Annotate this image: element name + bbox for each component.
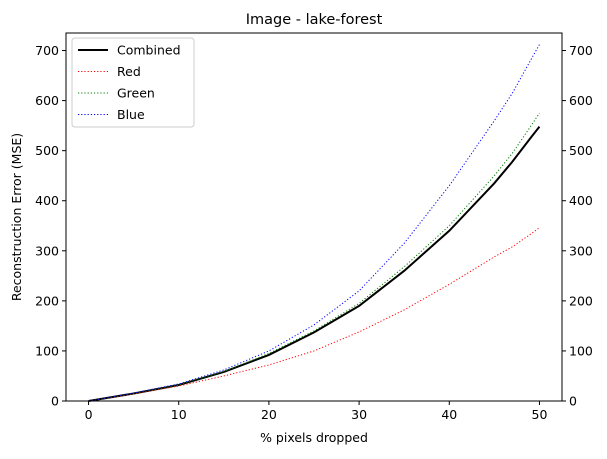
x-tick-label: 20 <box>261 407 277 422</box>
y-tick-label-left: 500 <box>35 143 59 158</box>
y-axis-left: 0 100 200 300 400 500 600 700 <box>35 43 66 409</box>
legend-box <box>71 37 195 128</box>
y-tick-label-left: 100 <box>35 343 59 358</box>
series-line-green <box>88 112 540 402</box>
y-tick-label-right: 300 <box>569 243 593 258</box>
y-tick-label-right: 0 <box>569 394 577 409</box>
y-tick-label-right: 500 <box>569 143 593 158</box>
x-tick-label: 0 <box>85 407 93 422</box>
series-line-blue <box>88 44 540 402</box>
x-tick-label: 50 <box>532 407 548 422</box>
y-tick-label-right: 100 <box>569 343 593 358</box>
y-tick-label-left: 300 <box>35 243 59 258</box>
y-tick-label-right: 400 <box>569 193 593 208</box>
legend-label-blue: Blue <box>117 107 145 122</box>
x-tick-label: 40 <box>441 407 457 422</box>
y-tick-label-right: 600 <box>569 93 593 108</box>
y-tick-label-left: 200 <box>35 293 59 308</box>
x-tick-label: 10 <box>171 407 187 422</box>
y-tick-label-right: 200 <box>569 293 593 308</box>
legend: Combined Red Green Blue <box>71 37 195 128</box>
y-tick-label-left: 400 <box>35 193 59 208</box>
legend-label-combined: Combined <box>117 43 181 58</box>
y-tick-label-left: 0 <box>51 394 59 409</box>
y-tick-label-left: 600 <box>35 93 59 108</box>
y-axis-label: Reconstruction Error (MSE) <box>9 133 24 301</box>
legend-label-red: Red <box>117 64 141 79</box>
y-tick-label-left: 700 <box>35 43 59 58</box>
x-tick-label: 30 <box>351 407 367 422</box>
series-line-red <box>88 227 540 402</box>
x-axis-label: % pixels dropped <box>260 430 368 445</box>
series-line-combined <box>88 126 541 402</box>
y-tick-label-right: 700 <box>569 43 593 58</box>
plot-lines <box>88 44 541 402</box>
chart-title: Image - lake-forest <box>246 12 383 28</box>
plot-frame <box>65 32 563 402</box>
x-axis: 0 10 20 30 40 50 <box>85 401 548 422</box>
legend-label-green: Green <box>117 86 155 101</box>
y-axis-right: 0 100 200 300 400 500 600 700 <box>562 43 593 409</box>
